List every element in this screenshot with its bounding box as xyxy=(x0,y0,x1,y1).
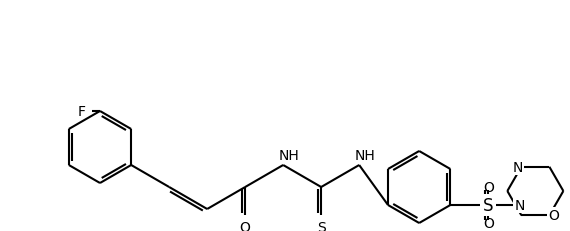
Text: S: S xyxy=(317,220,325,231)
Text: O: O xyxy=(548,208,559,222)
Text: N: N xyxy=(512,160,523,174)
Text: O: O xyxy=(483,216,494,230)
Text: S: S xyxy=(483,196,494,214)
Text: NH: NH xyxy=(355,148,376,162)
Text: NH: NH xyxy=(279,148,300,162)
Text: O: O xyxy=(483,180,494,194)
Text: F: F xyxy=(78,105,86,119)
Text: N: N xyxy=(514,198,524,212)
Text: O: O xyxy=(240,220,251,231)
